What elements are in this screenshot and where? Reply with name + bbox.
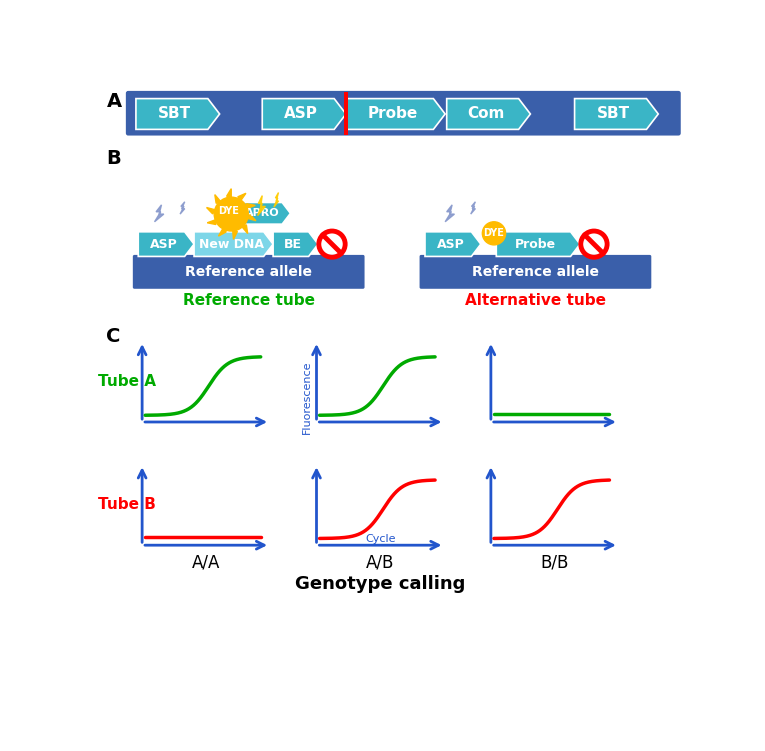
Text: ASP: ASP (150, 237, 177, 251)
Text: SBT: SBT (597, 107, 630, 122)
Text: ASP: ASP (285, 107, 318, 122)
Polygon shape (239, 204, 289, 223)
FancyBboxPatch shape (126, 91, 681, 135)
Text: A: A (106, 92, 122, 111)
Text: SBT: SBT (158, 107, 191, 122)
Text: Reference allele: Reference allele (185, 265, 312, 279)
Text: B/B: B/B (541, 553, 569, 571)
Polygon shape (346, 98, 445, 129)
Polygon shape (496, 232, 580, 256)
Text: DYE: DYE (219, 206, 239, 216)
Text: Probe: Probe (367, 107, 418, 122)
Polygon shape (233, 231, 237, 240)
Text: DYE: DYE (483, 228, 504, 238)
Polygon shape (238, 193, 246, 201)
Polygon shape (215, 195, 221, 204)
Polygon shape (247, 214, 256, 221)
Text: A/A: A/A (192, 553, 220, 571)
Text: APRO: APRO (245, 208, 279, 219)
Text: Tube A: Tube A (98, 374, 155, 389)
Polygon shape (136, 98, 220, 129)
Polygon shape (242, 225, 248, 234)
Polygon shape (470, 202, 475, 214)
Text: Probe: Probe (516, 237, 556, 251)
Polygon shape (445, 205, 454, 222)
Polygon shape (274, 192, 278, 207)
FancyBboxPatch shape (419, 255, 651, 289)
Text: New DNA: New DNA (199, 237, 264, 251)
Polygon shape (262, 98, 346, 129)
Polygon shape (207, 207, 216, 214)
Polygon shape (180, 202, 185, 214)
Polygon shape (258, 195, 265, 216)
Text: Alternative tube: Alternative tube (465, 293, 606, 308)
Polygon shape (138, 232, 194, 256)
Text: Reference tube: Reference tube (183, 293, 314, 308)
Polygon shape (447, 98, 530, 129)
Bar (344, 92, 348, 134)
FancyBboxPatch shape (133, 255, 365, 289)
Polygon shape (425, 232, 480, 256)
Text: Cycle: Cycle (365, 534, 396, 544)
Polygon shape (273, 232, 318, 256)
Text: BE: BE (285, 237, 302, 251)
Text: Fluorescence: Fluorescence (302, 360, 312, 434)
Text: Com: Com (467, 107, 504, 122)
Polygon shape (219, 228, 226, 236)
Text: ASP: ASP (437, 237, 464, 251)
Text: A/B: A/B (366, 553, 395, 571)
Text: Tube B: Tube B (98, 497, 155, 512)
Polygon shape (155, 205, 164, 222)
Polygon shape (575, 98, 658, 129)
Polygon shape (226, 189, 231, 198)
Circle shape (214, 198, 249, 231)
Text: C: C (106, 327, 121, 346)
Text: B: B (106, 149, 121, 167)
Text: Reference allele: Reference allele (472, 265, 599, 279)
Polygon shape (207, 219, 216, 225)
Text: Genotype calling: Genotype calling (295, 575, 466, 593)
Polygon shape (246, 204, 256, 209)
Circle shape (483, 222, 506, 245)
Polygon shape (194, 232, 273, 256)
